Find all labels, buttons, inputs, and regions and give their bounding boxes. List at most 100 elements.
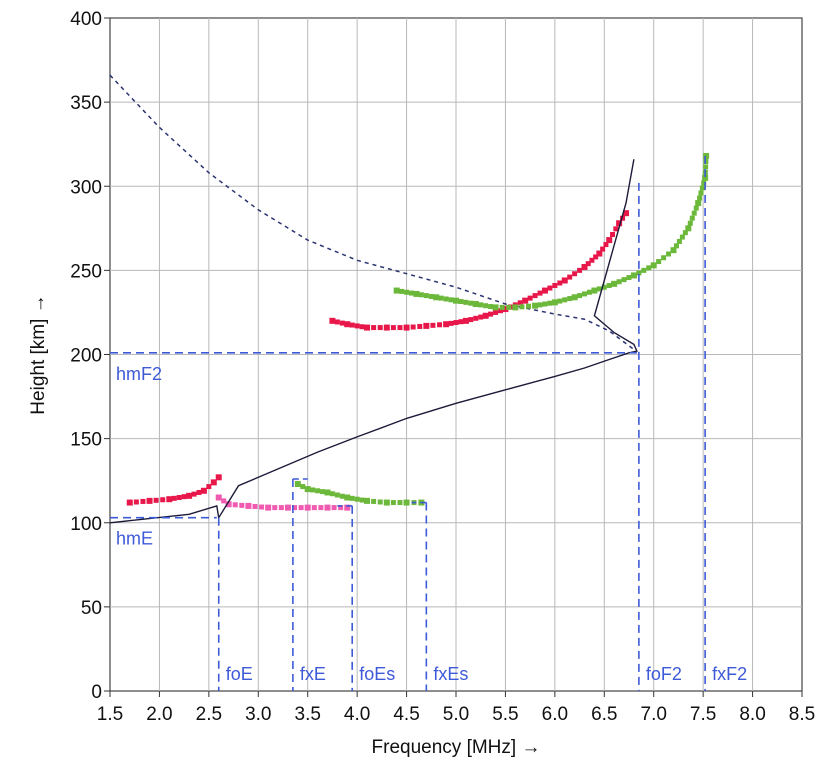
y-tick-label: 400	[70, 9, 102, 30]
x-tick-label: 6.5	[591, 704, 617, 725]
x-trace-point	[676, 238, 682, 244]
o-trace-point	[585, 261, 591, 267]
x-trace-point	[702, 174, 709, 181]
x-trace-point	[399, 288, 405, 294]
o-trace-point	[448, 320, 454, 326]
o-trace-point	[522, 297, 529, 304]
x-trace-point	[567, 296, 573, 302]
x-trace-point	[703, 152, 710, 159]
o-trace-point	[215, 474, 222, 481]
y-axis-label: Height [km] →	[28, 294, 49, 414]
x-tick-label: 4.0	[344, 704, 370, 725]
x-trace-point	[371, 498, 377, 504]
x-trace-point	[506, 304, 512, 310]
e-layer-point	[318, 505, 324, 511]
x-trace-point	[636, 270, 642, 276]
e-layer-point	[278, 505, 284, 511]
e-layer-point	[245, 502, 252, 509]
x-trace-point	[616, 279, 622, 285]
x-trace-point	[324, 489, 331, 496]
x-trace-point	[621, 277, 627, 283]
x-tick-label: 4.5	[393, 704, 419, 725]
o-trace-point	[606, 237, 613, 244]
x-tick-label: 8.0	[739, 704, 765, 725]
e-layer-point	[239, 502, 245, 508]
x-trace-point	[650, 262, 657, 269]
foes-label: foEs	[359, 664, 395, 684]
e-layer-point	[272, 505, 278, 511]
x-trace-point	[512, 304, 519, 311]
o-trace-point	[166, 496, 173, 503]
foe-label: foE	[226, 664, 253, 684]
x-trace-point	[499, 304, 505, 310]
e-layer-point	[311, 505, 317, 511]
x-trace-point	[693, 205, 699, 211]
x-trace-point	[409, 290, 415, 296]
x-trace-point	[703, 164, 709, 170]
x-trace-point	[562, 297, 568, 303]
x-trace-point	[413, 290, 420, 297]
y-tick-label: 250	[70, 261, 102, 282]
x-trace-point	[591, 287, 598, 294]
x-trace-point	[390, 500, 396, 506]
x-trace-point	[404, 289, 410, 295]
x-trace-point	[525, 303, 531, 309]
x-trace-point	[418, 292, 424, 298]
e-layer-point	[298, 505, 304, 511]
o-trace-point	[488, 311, 494, 317]
e-layer-point	[284, 504, 291, 511]
hmf2-label: hmF2	[116, 364, 162, 384]
x-trace-point	[626, 275, 632, 281]
x-trace-point	[682, 230, 688, 236]
x-trace-point	[359, 497, 365, 503]
x-trace-point	[679, 234, 685, 240]
x-trace-point	[492, 304, 499, 311]
x-trace-point	[689, 215, 695, 221]
o-trace-point	[610, 231, 616, 237]
x-trace-point	[458, 299, 464, 305]
x-tick-label: 1.5	[97, 704, 123, 725]
x-trace-point	[596, 286, 602, 292]
x-trace-point	[701, 180, 707, 186]
x-trace-point	[601, 284, 607, 290]
x-trace-point	[606, 283, 612, 289]
x-trace-point	[329, 491, 335, 497]
o-trace-point	[364, 324, 371, 331]
o-trace-point	[593, 254, 599, 260]
o-trace-point	[410, 324, 416, 330]
x-trace-point	[542, 301, 548, 307]
e-layer-point	[215, 494, 222, 501]
x-trace-point	[377, 499, 383, 505]
x-tick-label: 7.0	[641, 704, 667, 725]
o-trace-point	[186, 492, 193, 499]
o-trace-point	[196, 489, 202, 495]
o-trace-point	[502, 306, 509, 313]
x-trace-point	[403, 499, 410, 506]
o-trace-point	[171, 495, 177, 501]
o-trace-point	[581, 264, 588, 271]
o-trace-point	[557, 280, 563, 286]
o-trace-point	[613, 226, 619, 232]
fxes-label: fxEs	[433, 664, 468, 684]
x-tick-label: 6.0	[542, 704, 568, 725]
x-trace-point	[537, 302, 543, 308]
x-trace-point	[557, 298, 563, 304]
x-tick-label: 3.5	[295, 704, 321, 725]
e-layer-point	[344, 504, 351, 511]
x-trace-point	[448, 297, 454, 303]
x-trace-point	[698, 190, 704, 196]
fof2-label: foF2	[646, 664, 682, 684]
o-trace-point	[567, 274, 573, 280]
o-trace-point	[210, 479, 217, 486]
o-trace-point	[430, 322, 436, 328]
x-trace-point	[349, 495, 355, 501]
x-tick-label: 7.5	[690, 704, 716, 725]
o-trace-point	[146, 497, 153, 504]
x-trace-point	[699, 185, 705, 191]
o-trace-point	[552, 283, 558, 289]
x-tick-label: 8.5	[789, 704, 815, 725]
e-layer-point	[338, 505, 344, 511]
x-trace-point	[532, 302, 539, 309]
x-trace-point	[472, 301, 479, 308]
y-tick-label: 300	[70, 177, 102, 198]
